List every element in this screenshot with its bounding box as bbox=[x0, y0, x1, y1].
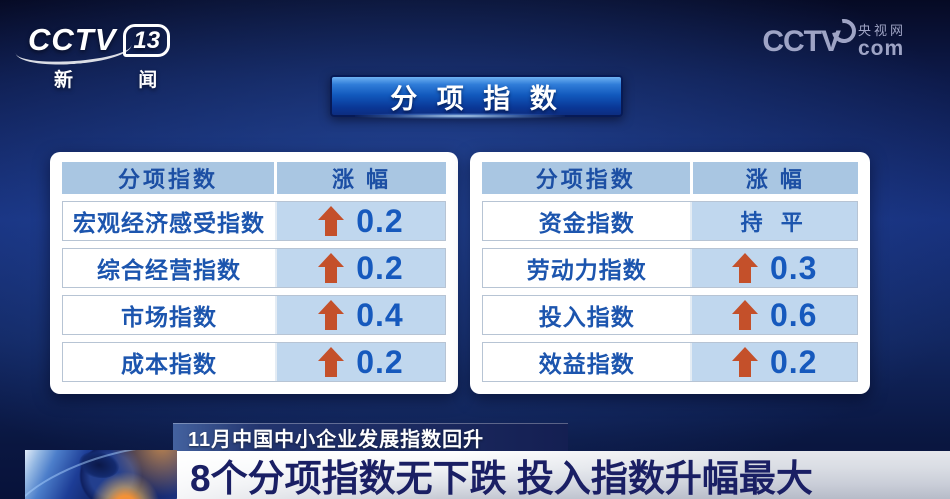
table-header-row: 分项指数 涨 幅 bbox=[482, 162, 858, 194]
header-name-cell: 分项指数 bbox=[482, 162, 693, 194]
section-title: 分 项 指 数 bbox=[390, 83, 563, 114]
table-row: 效益指数 0.2 bbox=[482, 342, 858, 382]
index-table-left: 分项指数 涨 幅 宏观经济感受指数 0.2 综合经营指数 0.2 市场指数 0.… bbox=[50, 152, 458, 394]
index-name: 效益指数 bbox=[483, 343, 693, 381]
index-name: 综合经营指数 bbox=[63, 249, 277, 287]
up-arrow-icon bbox=[318, 300, 345, 330]
up-arrow-icon bbox=[318, 347, 345, 377]
channel-number-badge: 13 bbox=[123, 23, 171, 57]
up-arrow-icon bbox=[318, 253, 345, 283]
table-row: 资金指数 持 平 bbox=[482, 201, 858, 241]
section-title-banner: 分 项 指 数 bbox=[330, 75, 623, 117]
cctv13-logo: CCTV 13 新 闻 bbox=[15, 22, 188, 92]
globe-graphic bbox=[25, 450, 177, 499]
header-name-cell: 分项指数 bbox=[62, 162, 278, 194]
index-change-cell: 持 平 bbox=[692, 202, 857, 240]
index-change-value: 0.2 bbox=[356, 249, 404, 286]
ticker-topic-strip: 11月中国中小企业发展指数回升 bbox=[173, 423, 568, 452]
index-name: 劳动力指数 bbox=[483, 249, 693, 287]
table-row: 宏观经济感受指数 0.2 bbox=[62, 201, 446, 241]
table-header-row: 分项指数 涨 幅 bbox=[62, 162, 446, 194]
cctv13-logo-row: CCTV 13 bbox=[15, 22, 187, 69]
table-row: 成本指数 0.2 bbox=[62, 342, 446, 382]
index-change-value: 0.2 bbox=[356, 343, 404, 380]
index-change-cell: 0.4 bbox=[276, 296, 445, 334]
header-change-cell: 涨 幅 bbox=[692, 162, 858, 194]
index-change-cell: 0.2 bbox=[276, 202, 445, 240]
index-change-value: 0.4 bbox=[356, 296, 404, 333]
watermark-text-column: 央视网 com bbox=[858, 24, 906, 60]
header-change-cell: 涨 幅 bbox=[277, 162, 446, 194]
index-change-cell: 0.6 bbox=[692, 296, 857, 334]
index-change-value: 0.3 bbox=[769, 249, 818, 286]
index-table-right: 分项指数 涨 幅 资金指数 持 平 劳动力指数 0.3 投入指数 0.6 bbox=[470, 152, 870, 394]
index-change-cell: 0.2 bbox=[276, 249, 445, 287]
table-row: 劳动力指数 0.3 bbox=[482, 248, 858, 288]
watermark-wordmark: CCTV bbox=[762, 24, 841, 58]
banner-light-streak bbox=[355, 113, 565, 119]
index-change-cell: 0.2 bbox=[692, 343, 857, 381]
index-change-value: 0.6 bbox=[769, 296, 818, 333]
up-arrow-icon bbox=[731, 253, 758, 283]
table-row: 综合经营指数 0.2 bbox=[62, 248, 446, 288]
index-name: 市场指数 bbox=[63, 296, 277, 334]
index-change-value: 0.2 bbox=[769, 343, 818, 380]
up-arrow-icon bbox=[731, 300, 758, 330]
index-change-value: 持 平 bbox=[740, 210, 809, 235]
index-name: 资金指数 bbox=[483, 202, 693, 240]
watermark-domain-label: com bbox=[857, 36, 905, 60]
up-arrow-icon bbox=[731, 347, 758, 377]
table-row: 投入指数 0.6 bbox=[482, 295, 858, 335]
channel-name-label: 新 闻 bbox=[54, 70, 188, 91]
table-row: 市场指数 0.4 bbox=[62, 295, 446, 335]
index-name: 宏观经济感受指数 bbox=[63, 202, 277, 240]
ticker-headline-band: 8个分项指数无下跌 投入指数升幅最大 bbox=[177, 451, 950, 499]
ticker-headline-text: 8个分项指数无下跌 投入指数升幅最大 bbox=[190, 458, 813, 499]
index-name: 投入指数 bbox=[483, 296, 693, 334]
cctv-wordmark: CCTV bbox=[28, 22, 117, 57]
index-change-cell: 0.3 bbox=[692, 249, 857, 287]
cctv-com-watermark: CCTV 央视网 com bbox=[762, 14, 906, 60]
ticker-topic-text: 11月中国中小企业发展指数回升 bbox=[188, 429, 485, 451]
index-change-value: 0.2 bbox=[356, 202, 404, 239]
up-arrow-icon bbox=[318, 206, 345, 236]
watermark-site-label: 央视网 bbox=[857, 23, 906, 38]
index-name: 成本指数 bbox=[63, 343, 277, 381]
index-change-cell: 0.2 bbox=[276, 343, 445, 381]
